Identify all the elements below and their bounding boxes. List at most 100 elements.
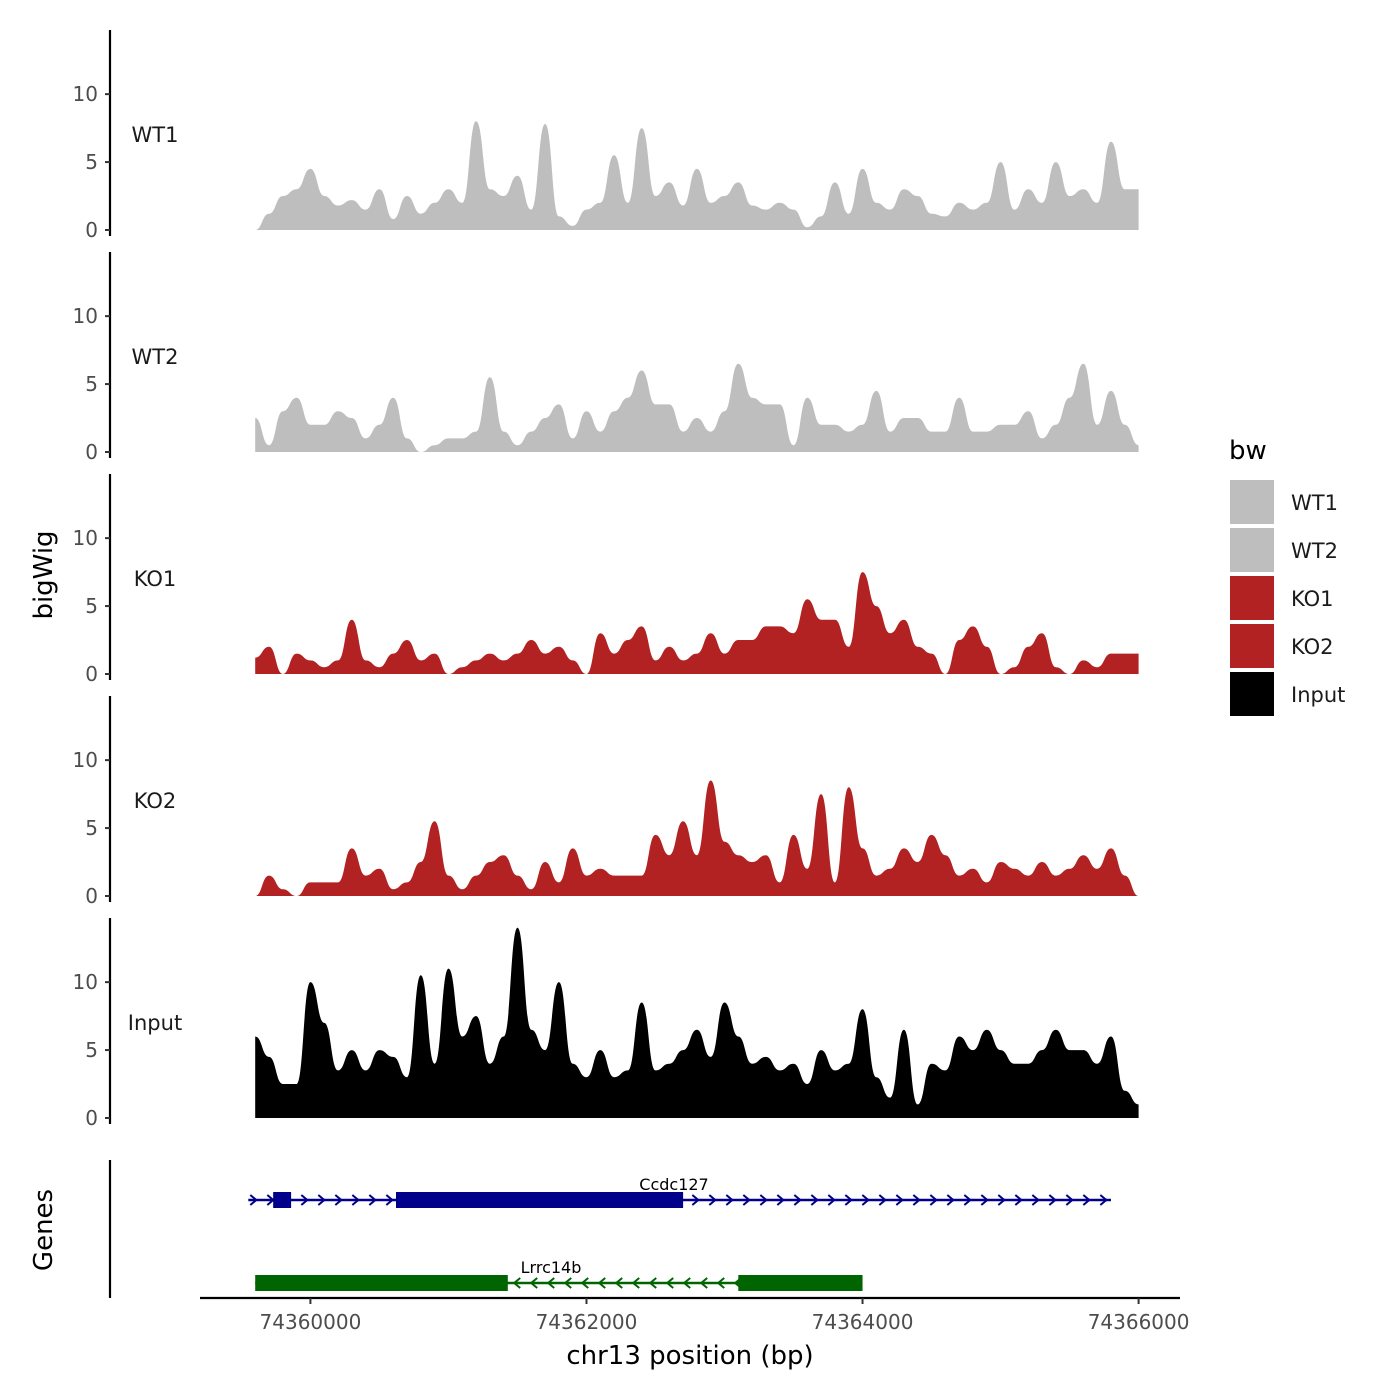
panel-label: Input: [128, 1011, 182, 1035]
legend-swatch-input: [1230, 672, 1274, 716]
gene-ccdc127: Ccdc127: [248, 1175, 1111, 1208]
strand-chevron: [631, 1277, 640, 1289]
panel-wt1: 0 5 10 WT1: [73, 30, 1139, 242]
exon: [273, 1192, 292, 1208]
gene-lrrc14b: Lrrc14b: [255, 1258, 863, 1291]
legend: bw WT1 WT2 KO1 KO2 Input: [1229, 436, 1345, 716]
strand-chevron: [300, 1194, 309, 1206]
y-tick-label: 10: [73, 82, 98, 106]
genes-axis-title: Genes: [29, 1189, 59, 1271]
strand-chevron: [912, 1194, 921, 1206]
panel-ko2: 0 5 10 KO2: [73, 696, 1139, 908]
y-tick-label: 10: [73, 526, 98, 550]
y-tick-label: 0: [85, 1106, 98, 1130]
panel-wt2: 0 5 10 WT2: [73, 252, 1139, 464]
gene-label: Lrrc14b: [521, 1258, 582, 1277]
strand-chevron: [351, 1194, 360, 1206]
panel-label: KO1: [134, 567, 177, 591]
strand-chevron: [776, 1194, 785, 1206]
area-wt2: [255, 363, 1139, 452]
y-tick-label: 0: [85, 662, 98, 686]
strand-chevron: [878, 1194, 887, 1206]
legend-label-input: Input: [1291, 683, 1345, 707]
strand-chevron: [810, 1194, 819, 1206]
y-tick-label: 10: [73, 304, 98, 328]
strand-chevron: [563, 1277, 572, 1289]
y-tick-label: 5: [85, 594, 98, 618]
track-panels: 0 5 10 WT1 0 5 10 WT2 0 5 10 KO1 0 5 10 KO2 0 5 10 Input: [73, 30, 1139, 1130]
strand-chevron: [827, 1194, 836, 1206]
strand-chevron: [529, 1277, 538, 1289]
strand-chevron: [682, 1277, 691, 1289]
x-axis-title: chr13 position (bp): [566, 1341, 813, 1371]
legend-label-ko1: KO1: [1291, 587, 1334, 611]
y-tick-label: 0: [85, 884, 98, 908]
panel-label: KO2: [134, 789, 177, 813]
strand-chevron: [368, 1194, 377, 1206]
strand-chevron: [597, 1277, 606, 1289]
x-tick-label: 74360000: [260, 1310, 362, 1334]
strand-chevron: [963, 1194, 972, 1206]
legend-label-wt1: WT1: [1291, 491, 1338, 515]
x-tick-label: 74364000: [812, 1310, 914, 1334]
y-tick-label: 0: [85, 440, 98, 464]
strand-chevron: [929, 1194, 938, 1206]
panel-label: WT2: [132, 345, 179, 369]
strand-chevron: [1099, 1194, 1108, 1206]
strand-chevron: [725, 1194, 734, 1206]
strand-chevron: [691, 1194, 700, 1206]
strand-chevron: [614, 1277, 623, 1289]
legend-title: bw: [1229, 436, 1267, 466]
strand-chevron: [648, 1277, 657, 1289]
strand-chevron: [1014, 1194, 1023, 1206]
strand-chevron: [665, 1277, 674, 1289]
strand-chevron: [895, 1194, 904, 1206]
strand-chevron: [317, 1194, 326, 1206]
genes-track: Ccdc127 Lrrc14b: [108, 1160, 1111, 1298]
legend-swatch-wt2: [1230, 528, 1274, 572]
area-ko1: [255, 572, 1139, 674]
strand-chevron: [385, 1194, 394, 1206]
strand-chevron: [1082, 1194, 1091, 1206]
strand-chevron: [699, 1277, 708, 1289]
exon: [738, 1275, 863, 1291]
strand-chevron: [793, 1194, 802, 1206]
panel-ko1: 0 5 10 KO1: [73, 474, 1139, 686]
strand-chevron: [1065, 1194, 1074, 1206]
x-tick-label: 74362000: [536, 1310, 638, 1334]
legend-swatch-wt1: [1230, 480, 1274, 524]
area-ko2: [255, 780, 1139, 896]
y-tick-label: 5: [85, 150, 98, 174]
x-tick-label: 74366000: [1088, 1310, 1190, 1334]
legend-swatch-ko2: [1230, 624, 1274, 668]
y-tick-label: 5: [85, 816, 98, 840]
strand-chevron: [861, 1194, 870, 1206]
strand-chevron: [716, 1277, 725, 1289]
y-tick-label: 0: [85, 218, 98, 242]
strand-chevron: [844, 1194, 853, 1206]
strand-chevron: [334, 1194, 343, 1206]
exon: [255, 1275, 508, 1291]
exon: [396, 1192, 684, 1208]
strand-chevron: [759, 1194, 768, 1206]
legend-label-ko2: KO2: [1291, 635, 1334, 659]
strand-chevron: [946, 1194, 955, 1206]
gene-label: Ccdc127: [639, 1175, 708, 1194]
y-tick-label: 10: [73, 970, 98, 994]
strand-chevron: [580, 1277, 589, 1289]
y-axis-title: bigWig: [29, 530, 59, 619]
panel-label: WT1: [132, 123, 179, 147]
strand-chevron: [1031, 1194, 1040, 1206]
y-tick-label: 10: [73, 748, 98, 772]
y-tick-label: 5: [85, 1038, 98, 1062]
strand-chevron: [1048, 1194, 1057, 1206]
strand-chevron: [708, 1194, 717, 1206]
strand-chevron: [546, 1277, 555, 1289]
area-input: [255, 927, 1139, 1118]
legend-label-wt2: WT2: [1291, 539, 1338, 563]
strand-chevron: [742, 1194, 751, 1206]
legend-swatch-ko1: [1230, 576, 1274, 620]
strand-chevron: [512, 1277, 521, 1289]
